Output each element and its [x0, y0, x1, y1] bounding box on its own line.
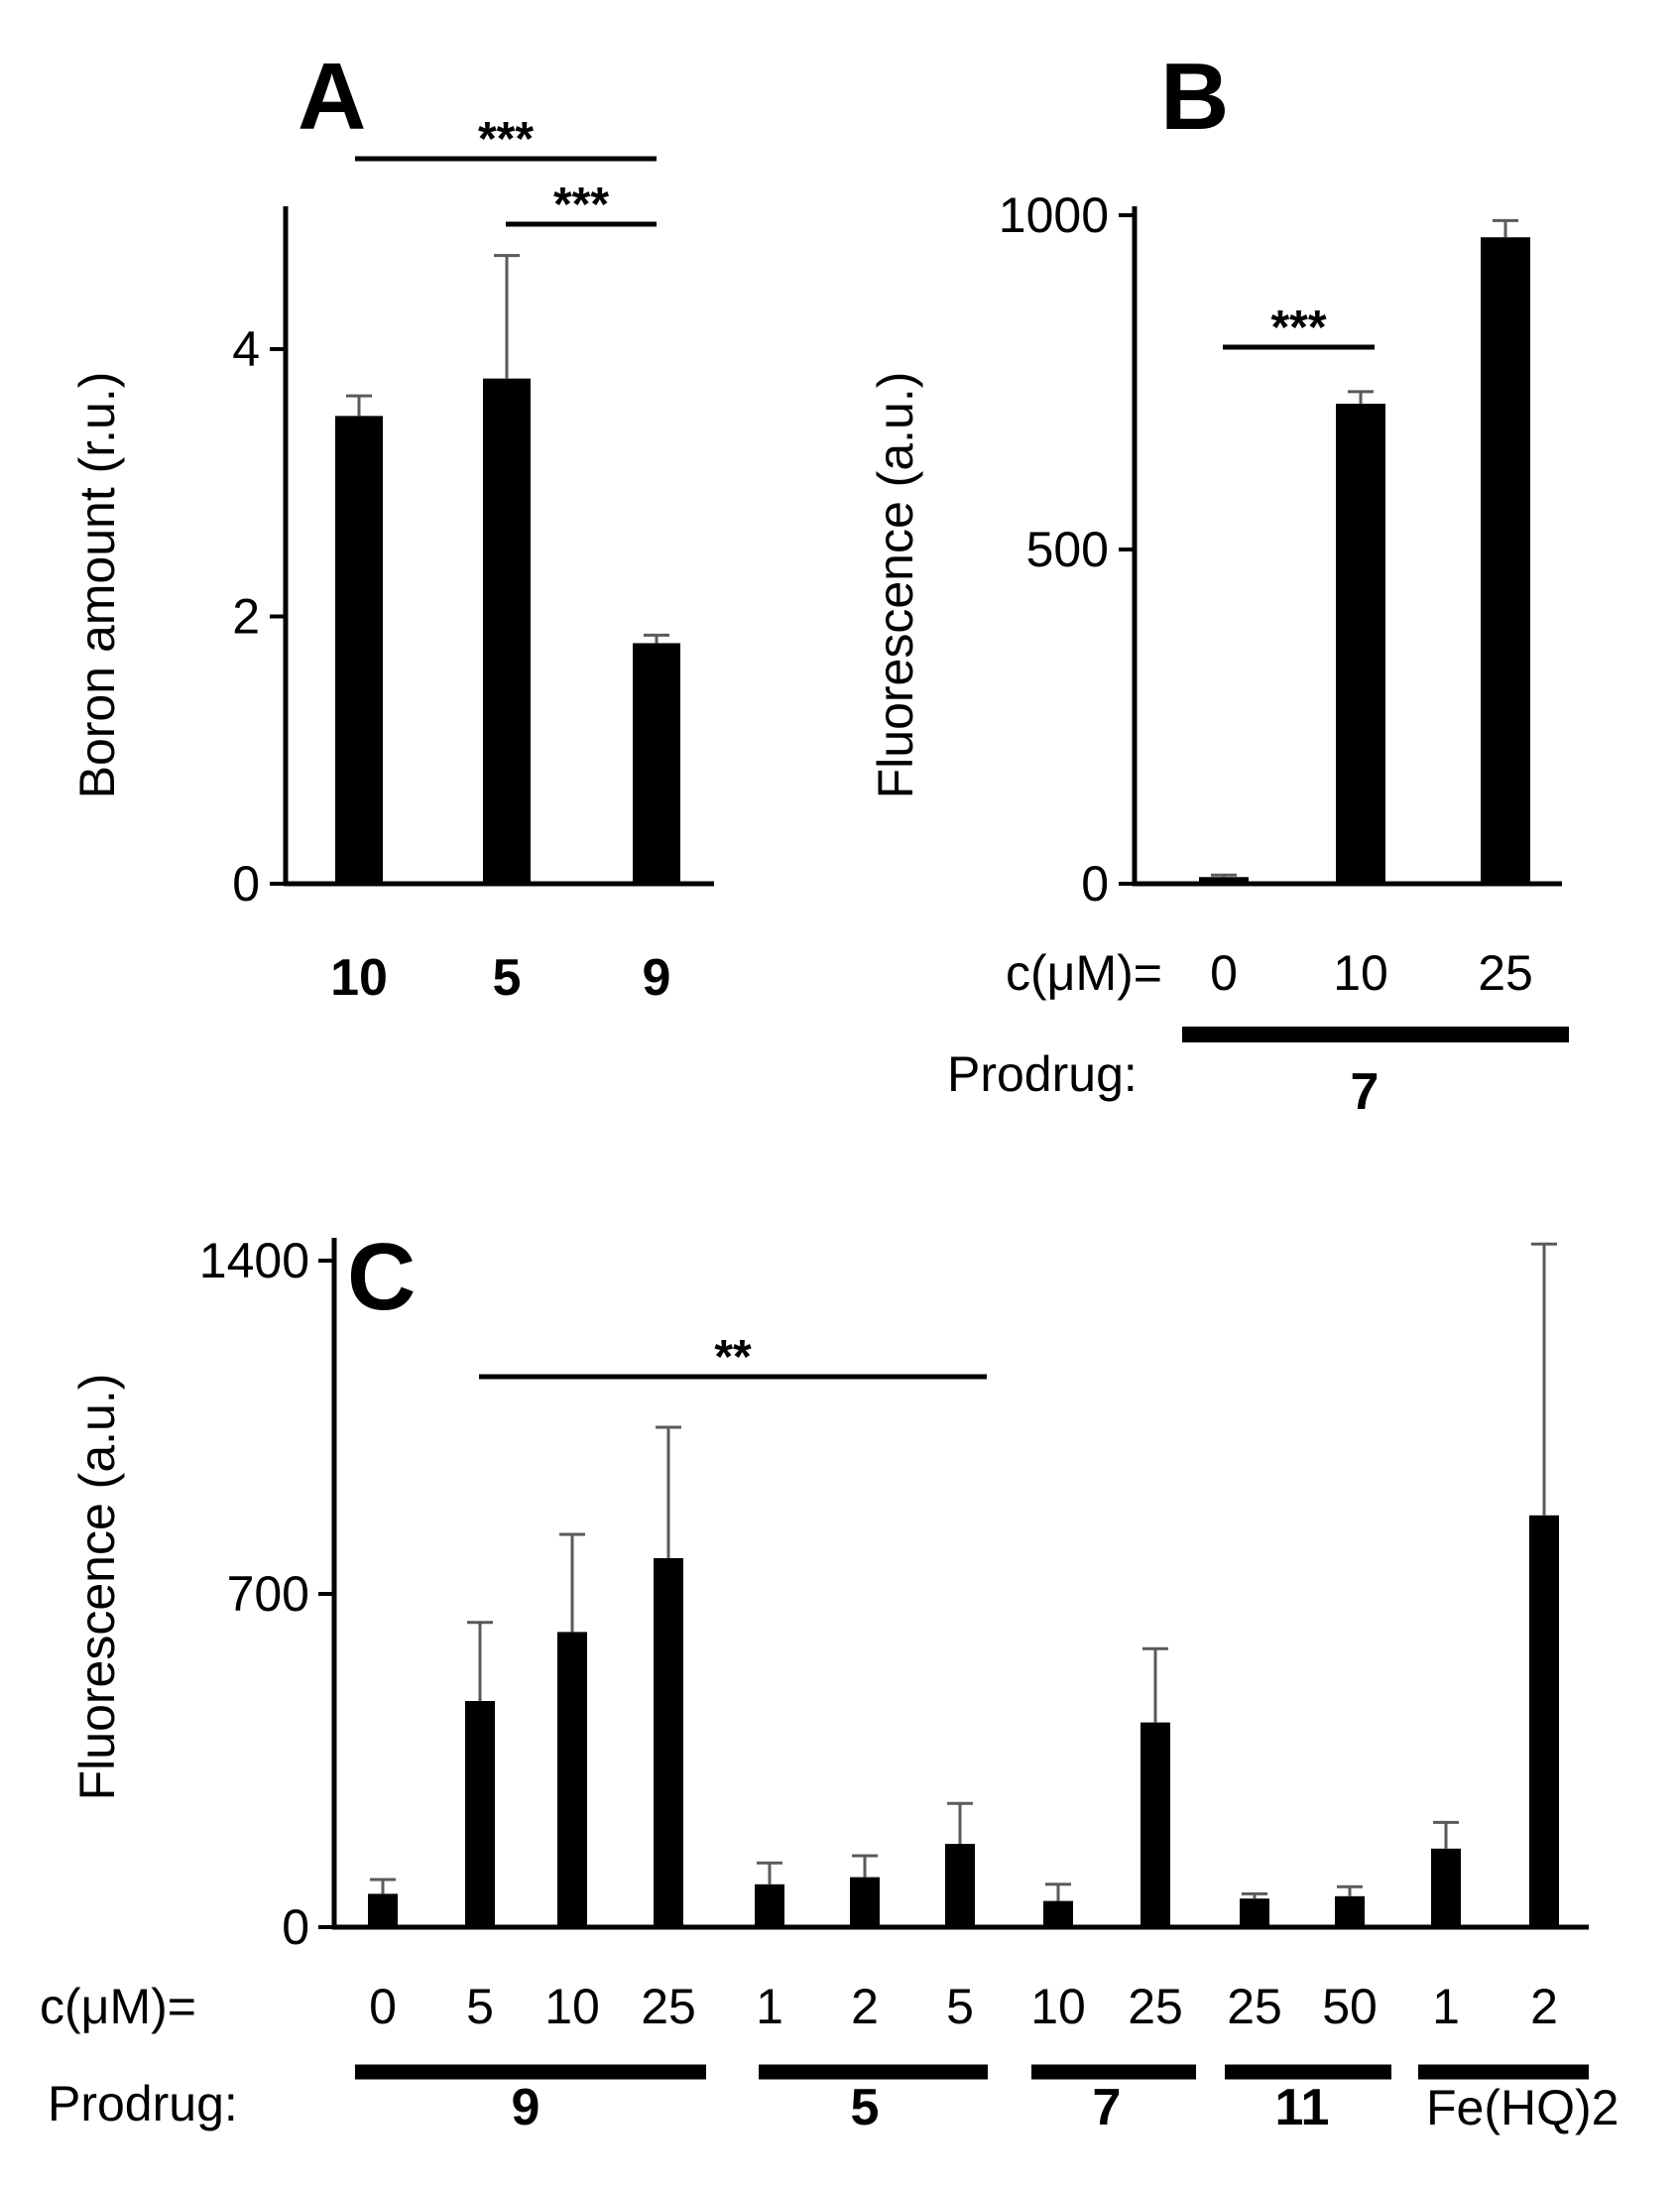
panel-c-bar: [850, 1877, 880, 1927]
panel-c-y-ticks: 0 700 1400: [199, 1233, 334, 1955]
panel-b-significance-label: ***: [1270, 302, 1326, 354]
panel-c-x-label: 10: [1030, 1979, 1086, 2034]
panel-a-bar: [633, 643, 680, 884]
panel-c-x-label: 25: [1227, 1979, 1282, 2034]
panel-b-error-bars: [1211, 218, 1518, 878]
panel-b-prodrug-label: Prodrug:: [947, 1046, 1138, 1102]
panel-c-bar: [368, 1893, 398, 1927]
panel-b-x-label: 0: [1210, 945, 1238, 1001]
panel-c-x-label: 25: [641, 1979, 696, 2034]
panel-c-bar: [1043, 1900, 1073, 1927]
panel-b-x-label: 25: [1478, 945, 1533, 1001]
panel-c-y-axis-title: Fluorescence (a.u.): [69, 1374, 125, 1801]
panel-a-significance: *** ***: [355, 113, 657, 231]
panel-b-y-tick-label: 500: [1026, 522, 1109, 577]
panel-b-y-tick-label: 1000: [999, 187, 1109, 243]
panel-b-x-labels: 0 10 25: [1210, 945, 1533, 1001]
panel-a-y-tick-label: 2: [232, 589, 260, 645]
panel-b-groups: 7: [1182, 1027, 1569, 1121]
panel-a: A Boron amount (r.u.) 0 2 4 *** *** 10 5 9: [69, 44, 714, 1007]
panel-c-letter: C: [347, 1224, 416, 1330]
panel-b-y-tick-label: 0: [1081, 856, 1109, 912]
panel-a-letter: A: [298, 44, 366, 150]
panel-c-group-label: 5: [851, 2079, 880, 2136]
panel-b-x-label: 10: [1333, 945, 1388, 1001]
panel-b-y-ticks: 0 500 1000: [999, 187, 1135, 912]
panel-c-y-tick-label: 0: [282, 1899, 309, 1955]
panel-c-error-bars: [370, 1242, 1557, 1901]
panel-c-bar: [1140, 1722, 1170, 1927]
panel-c-group-label: 9: [512, 2079, 540, 2136]
panel-a-bars: [335, 378, 680, 884]
panel-c-significance: **: [479, 1331, 987, 1384]
panel-b-y-axis-title: Fluorescence (a.u.): [868, 372, 923, 799]
panel-c-bar: [1240, 1898, 1269, 1927]
panel-c-y-tick-label: 1400: [199, 1233, 309, 1288]
panel-c-x-label: 25: [1128, 1979, 1183, 2034]
panel-c-group-label: Fe(HQ)2: [1426, 2080, 1619, 2135]
panel-c-bar: [945, 1844, 975, 1927]
panel-c-x-label: 2: [851, 1979, 879, 2034]
panel-a-y-tick-label: 4: [232, 321, 260, 377]
panel-c-conc-label: c(μM)=: [40, 1979, 196, 2034]
panel-a-x-label: 5: [493, 949, 522, 1007]
panel-b-bar: [1481, 237, 1530, 884]
panel-c-x-label: 1: [756, 1979, 783, 2034]
panel-b-bars: [1199, 237, 1530, 884]
panel-a-x-label: 9: [643, 949, 671, 1007]
panel-a-bar: [335, 416, 383, 884]
panel-c-bars: [368, 1515, 1559, 1927]
panel-b-letter: B: [1160, 44, 1229, 150]
panel-c-groups: 9 5 7 11 Fe(HQ)2: [355, 2064, 1619, 2136]
panel-c-group-label: 7: [1093, 2079, 1122, 2136]
panel-c-bar: [1431, 1848, 1461, 1927]
panel-c-significance-label: **: [714, 1331, 752, 1384]
panel-a-significance-label: ***: [553, 179, 609, 231]
panel-c-prodrug-label: Prodrug:: [48, 2076, 238, 2131]
panel-c-x-label: 5: [466, 1979, 494, 2034]
panel-a-error-bars: [346, 254, 669, 644]
panel-c-x-label: 2: [1530, 1979, 1558, 2034]
panel-c-bar: [465, 1701, 495, 1927]
panel-a-y-ticks: 0 2 4: [232, 321, 286, 912]
panel-a-significance-label: ***: [478, 113, 534, 166]
panel-a-bar: [483, 378, 531, 884]
panel-b: B Fluorescence (a.u.) 0 500 1000 *** 0 10 25…: [868, 44, 1569, 1121]
panel-b-group-label: 7: [1351, 1063, 1380, 1121]
panel-c-x-label: 1: [1432, 1979, 1460, 2034]
panel-c-bar: [1529, 1515, 1559, 1927]
panel-b-bar: [1199, 877, 1249, 884]
panel-c-x-label: 10: [544, 1979, 600, 2034]
panel-c-x-label: 5: [946, 1979, 974, 2034]
panel-c-bar: [1335, 1895, 1365, 1927]
panel-c-bar: [755, 1884, 784, 1927]
panel-b-bar: [1336, 404, 1385, 884]
panel-c-x-labels: 0 5 10 25 1 2 5 10 25 25 50 1 2: [369, 1979, 1558, 2034]
panel-c-bar: [557, 1632, 587, 1927]
panel-a-y-axis-title: Boron amount (r.u.): [69, 372, 125, 799]
panel-b-significance: ***: [1223, 302, 1375, 354]
panel-a-y-tick-label: 0: [232, 856, 260, 912]
panel-c-x-label: 0: [369, 1979, 397, 2034]
panel-c-y-tick-label: 700: [227, 1566, 309, 1622]
panel-a-x-label: 10: [330, 949, 388, 1007]
panel-c-x-label: 50: [1322, 1979, 1378, 2034]
panel-c-bar: [654, 1558, 683, 1927]
panel-a-x-labels: 10 5 9: [330, 949, 670, 1007]
panel-c-group-label: 11: [1275, 2079, 1330, 2136]
panel-b-conc-label: c(μM)=: [1006, 945, 1162, 1001]
